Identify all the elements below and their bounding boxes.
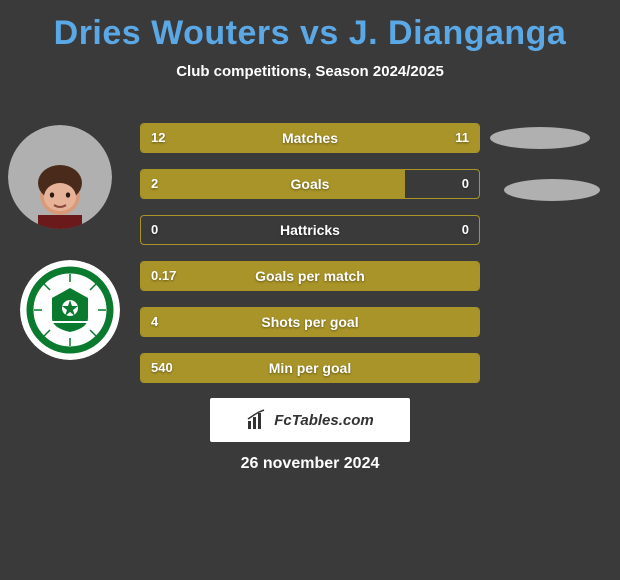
stat-label: Matches [141,124,479,152]
stat-row: 540Min per goal [140,353,480,383]
footer-date: 26 november 2024 [0,455,620,473]
stat-row: 1211Matches [140,123,480,153]
stat-row: 0.17Goals per match [140,261,480,291]
branding-text: FcTables.com [274,412,373,429]
placeholder-ellipse [490,127,590,149]
page-title: Dries Wouters vs J. Dianganga [0,0,620,53]
stat-label: Goals [141,170,479,198]
club-badge [20,260,120,360]
stat-label: Hattricks [141,216,479,244]
placeholder-ellipse [504,179,600,201]
stat-row: 20Goals [140,169,480,199]
player-avatar [8,125,112,229]
stat-row: 4Shots per goal [140,307,480,337]
stat-label: Shots per goal [141,308,479,336]
branding-badge: FcTables.com [210,398,410,442]
stat-label: Goals per match [141,262,479,290]
stat-row: 00Hattricks [140,215,480,245]
page-subtitle: Club competitions, Season 2024/2025 [0,63,620,80]
chart-icon [246,409,268,431]
stat-label: Min per goal [141,354,479,382]
stats-container: 1211Matches 20Goals 00Hattricks 0.17Goals p… [140,123,480,399]
